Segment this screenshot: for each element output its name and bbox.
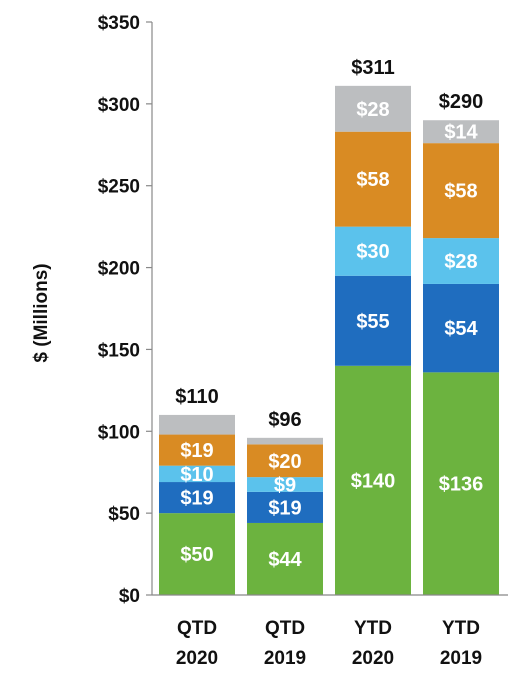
y-tick-label: $200 (98, 259, 140, 280)
segment-value-label: $58 (444, 181, 477, 203)
segment-value-label: $44 (268, 549, 302, 571)
total-value-label: $311 (351, 57, 394, 79)
segment-value-label: $28 (444, 251, 477, 273)
category-label-line1: YTD (354, 618, 392, 639)
segment-value-label: $30 (356, 241, 389, 263)
bar-segment (247, 522, 323, 595)
category-labels: QTD 2020 QTD 2019 YTD 2020 YTD 2019 (176, 618, 482, 669)
category-label-line2: 2020 (352, 648, 394, 669)
bar-segment (159, 513, 235, 595)
bars (159, 85, 499, 595)
y-axis-title: $ (Millions) (31, 263, 52, 362)
bar-segment (159, 465, 235, 483)
total-value-label: $290 (439, 91, 484, 113)
bar-segment (247, 444, 323, 478)
bar-segment (247, 491, 323, 523)
segment-value-label: $10 (180, 464, 213, 486)
segment-value-label: $19 (180, 440, 213, 462)
bar-segment (423, 120, 499, 144)
segment-value-label: $58 (356, 169, 389, 191)
segment-value-label: $19 (180, 488, 213, 510)
y-tick-label: $300 (98, 95, 140, 116)
category-label-line2: 2019 (264, 648, 306, 669)
total-value-label: $96 (268, 409, 301, 431)
segment-value-label: $136 (439, 474, 484, 496)
bar-segment (423, 372, 499, 595)
y-tick-label: $100 (98, 422, 140, 443)
bar-segment (335, 226, 411, 276)
bar-segment (335, 131, 411, 227)
category-label-line2: 2020 (176, 648, 218, 669)
segment-value-label: $9 (274, 474, 296, 496)
bar-segment (159, 482, 235, 514)
y-tick-label: $0 (119, 586, 140, 607)
category-label-line2: 2019 (440, 648, 482, 669)
segment-value-label: $54 (444, 318, 478, 340)
segment-value-label: $50 (180, 544, 213, 566)
total-labels: $110 $96 $311 $290 (175, 57, 483, 431)
segment-value-label: $55 (356, 311, 389, 333)
y-tick-label: $50 (108, 504, 140, 525)
segment-value-label: $140 (351, 470, 396, 492)
y-axis-ticks: $0 $50 $100 $150 $200 $250 $300 $350 (98, 13, 152, 607)
bar-segment (423, 143, 499, 239)
bar-segment (159, 434, 235, 466)
y-tick-label: $350 (98, 13, 140, 34)
bar-segment (159, 414, 235, 435)
segment-value-label: $28 (356, 99, 389, 121)
bar-segment (335, 275, 411, 366)
segment-value-label: $20 (268, 451, 301, 473)
category-label-line1: YTD (442, 618, 480, 639)
bar-segment (423, 238, 499, 284)
category-label-line1: QTD (265, 618, 305, 639)
bar-segment (247, 437, 323, 445)
segment-value-label: $14 (444, 122, 478, 144)
segment-labels: $50$19$10$19$44$19$9$20$140$55$30$58$28$… (180, 99, 483, 571)
bar-segment (423, 283, 499, 373)
segment-value-label: $19 (268, 497, 301, 519)
category-label-line1: QTD (177, 618, 217, 639)
bar-segment (247, 477, 323, 492)
y-tick-label: $150 (98, 340, 140, 361)
bar-segment (335, 365, 411, 595)
y-tick-label: $250 (98, 177, 140, 198)
bar-segment (335, 85, 411, 132)
total-value-label: $110 (175, 386, 218, 408)
